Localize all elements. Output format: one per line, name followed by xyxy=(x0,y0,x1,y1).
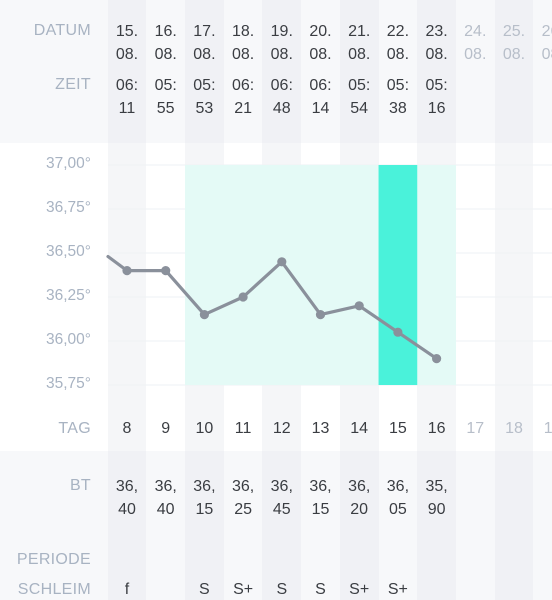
day-cell: 18 xyxy=(505,420,523,437)
temperature-point xyxy=(122,266,132,276)
mucus-cell: S+ xyxy=(233,581,254,598)
bt-cell: 36, 40 xyxy=(154,478,177,518)
row-band xyxy=(0,451,552,543)
bt-cell: 36, 20 xyxy=(348,478,371,518)
time-cell: 05: 53 xyxy=(193,77,216,117)
day-cell: 12 xyxy=(272,420,291,437)
day-cell: 19 xyxy=(543,420,552,437)
bt-cell: 36, 40 xyxy=(115,478,139,518)
time-cell: 06: 14 xyxy=(309,77,332,117)
bt-cell: 36, 25 xyxy=(231,478,255,518)
time-cell: 05: 55 xyxy=(154,77,177,117)
y-tick-label: 35,75° xyxy=(46,375,91,392)
mucus-cell: f xyxy=(124,581,130,598)
datum-row-label: DATUM xyxy=(33,22,91,39)
y-tick-label: 36,00° xyxy=(46,331,91,348)
y-tick-label: 37,00° xyxy=(46,155,91,172)
time-cell: 05: 38 xyxy=(386,77,410,117)
date-cell: 16. 08. xyxy=(154,23,177,63)
periode-row-label: PERIODE xyxy=(16,551,91,568)
temperature-point xyxy=(432,354,442,364)
day-cell: 10 xyxy=(195,420,214,437)
date-cell: 19. 08. xyxy=(270,23,293,63)
bt-cell: 36, 45 xyxy=(270,478,293,518)
date-cell: 23. 08. xyxy=(425,23,448,63)
temperature-point xyxy=(161,266,171,276)
time-cell: 06: 11 xyxy=(115,77,139,117)
row-band xyxy=(0,0,552,143)
date-cell: 24. 08. xyxy=(464,23,487,63)
mucus-cell: S+ xyxy=(387,581,408,598)
temperature-point xyxy=(238,292,248,302)
date-cell: 17. 08. xyxy=(193,23,216,63)
bt-cell: 36, 05 xyxy=(386,478,410,518)
date-cell: 26. 08. xyxy=(541,23,552,63)
temperature-point xyxy=(354,301,364,311)
mucus-cell: S xyxy=(199,581,210,598)
day-cell: 15 xyxy=(388,420,407,437)
date-cell: 18. 08. xyxy=(231,23,255,63)
mucus-cell: S xyxy=(276,581,288,598)
day-cell: 14 xyxy=(350,420,369,437)
temperature-line xyxy=(106,254,439,361)
tag-row-label: TAG xyxy=(58,420,91,437)
day-cell: 13 xyxy=(311,420,330,437)
day-cell: 9 xyxy=(161,420,171,437)
row-band xyxy=(0,543,552,600)
bt-cell: 35, 90 xyxy=(425,478,448,518)
zeit-row-label: ZEIT xyxy=(55,76,91,93)
temperature-point xyxy=(199,310,209,320)
y-tick-label: 36,50° xyxy=(46,243,91,260)
time-cell: 05: 16 xyxy=(425,77,448,117)
column-stripe xyxy=(494,0,534,600)
bt-row-label: BT xyxy=(69,477,91,494)
mucus-cell: S+ xyxy=(349,581,370,598)
ovulation-day-highlight xyxy=(378,165,418,385)
day-cell: 17 xyxy=(466,420,485,437)
date-cell: 21. 08. xyxy=(348,23,371,63)
date-cell: 15. 08. xyxy=(115,23,139,63)
temperature-point xyxy=(315,310,326,320)
day-cell: 8 xyxy=(122,420,132,437)
date-cell: 25. 08. xyxy=(502,23,526,63)
column-stripe xyxy=(107,0,147,600)
temperature-point xyxy=(277,257,287,267)
time-cell: 05: 54 xyxy=(348,77,371,117)
date-cell: 20. 08. xyxy=(309,23,332,63)
temperature-point xyxy=(393,327,403,337)
y-tick-label: 36,25° xyxy=(46,287,91,304)
time-cell: 06: 48 xyxy=(270,77,293,117)
time-cell: 06: 21 xyxy=(231,77,255,117)
mucus-cell: S xyxy=(315,581,326,598)
bt-cell: 36, 15 xyxy=(309,478,332,518)
date-cell: 22. 08. xyxy=(386,23,410,63)
day-cell: 11 xyxy=(234,420,252,437)
schleim-row-label: SCHLEIM xyxy=(17,581,91,598)
day-cell: 16 xyxy=(427,420,446,437)
y-tick-label: 36,75° xyxy=(46,199,91,216)
bt-cell: 36, 15 xyxy=(193,478,216,518)
